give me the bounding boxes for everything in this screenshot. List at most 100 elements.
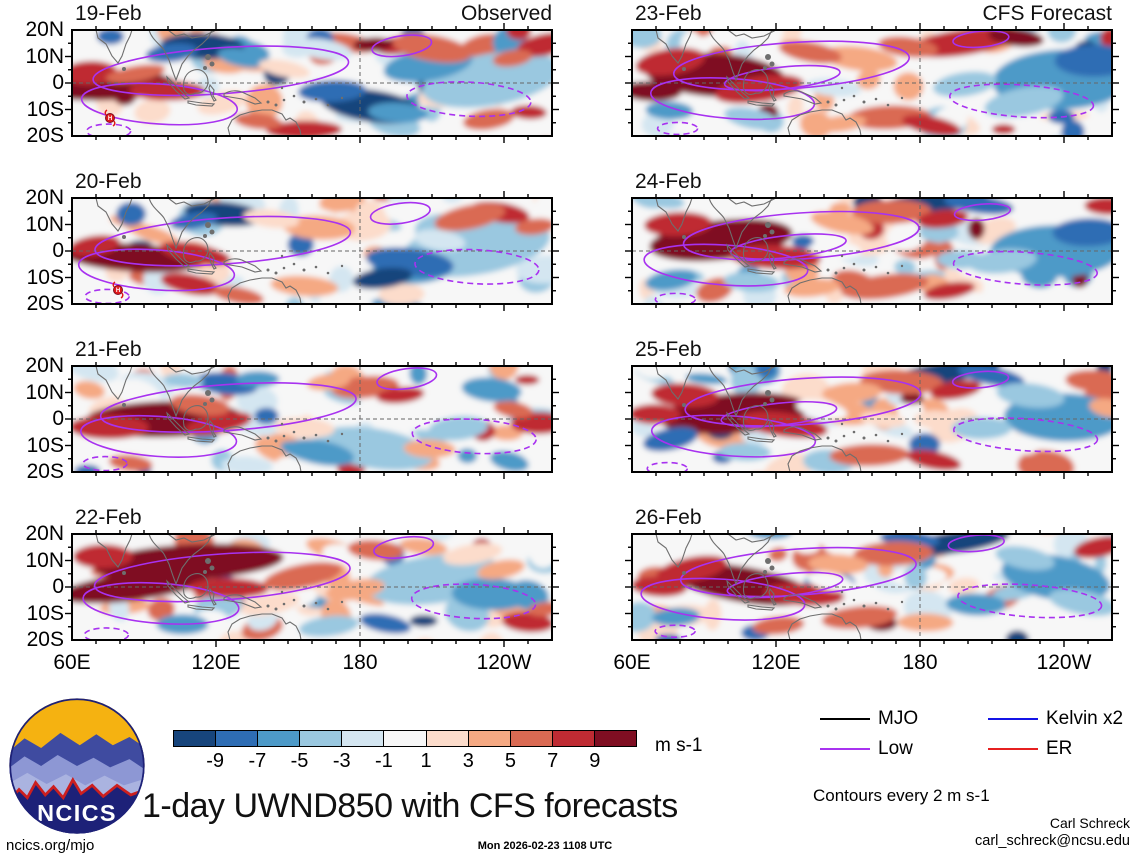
- cyclone-icon: H: [104, 109, 116, 127]
- lon-tick-label: 180: [342, 651, 378, 674]
- colorbar-cell: [384, 731, 427, 746]
- panel-date-label: 20-Feb: [75, 170, 142, 193]
- lat-tick-label: 0: [52, 71, 64, 94]
- anomaly-field: [632, 30, 1112, 136]
- colorbar-tick-label: 9: [589, 750, 601, 772]
- panel-date-label: 19-Feb: [75, 2, 142, 25]
- lat-tick-label: 10S: [26, 433, 64, 457]
- lat-tick-label: 10N: [25, 212, 64, 236]
- axis-ticks: [65, 23, 559, 143]
- legend-line-er: [988, 748, 1038, 750]
- axis-ticks: [625, 527, 1119, 647]
- lat-tick-label: 20N: [25, 522, 64, 545]
- panel-date-label: 25-Feb: [635, 338, 702, 361]
- low-filter-contours: [80, 34, 532, 136]
- panel-date-label: 22-Feb: [75, 506, 142, 529]
- low-filter-contours: [646, 370, 1099, 472]
- ncics-logo: NCICS: [9, 698, 145, 834]
- colorbar-tick-label: -7: [248, 750, 267, 772]
- map-panel-24-feb: [625, 191, 1119, 311]
- lon-tick-label: 120W: [476, 651, 532, 674]
- lat-tick-label: 20S: [26, 292, 64, 315]
- lat-tick-label: 10N: [25, 380, 64, 404]
- lat-tick-label: 10S: [26, 265, 64, 289]
- coastlines: [655, 30, 904, 136]
- lat-tick-label: 10S: [26, 97, 64, 121]
- colorbar-tick-label: -1: [375, 750, 393, 772]
- axis-ticks: [65, 191, 559, 311]
- lon-tick-label: 120E: [751, 651, 801, 674]
- coastlines: [655, 366, 904, 472]
- lon-tick-label: 120W: [1036, 651, 1092, 674]
- colorbar-cell: [552, 731, 595, 746]
- coastlines: [655, 534, 904, 640]
- map-panel-23-feb: [625, 23, 1119, 143]
- map-panel-26-feb: [625, 527, 1119, 647]
- svg-text:H: H: [116, 288, 120, 294]
- colorbar-cell: [174, 731, 217, 746]
- map-panel-20-feb: H: [65, 191, 559, 311]
- lat-tick-label: 0: [52, 239, 64, 262]
- lon-tick-label: 60E: [613, 651, 651, 674]
- coastlines: [95, 366, 344, 472]
- cyclone-icon: H: [112, 281, 124, 299]
- anomaly-field: [72, 366, 552, 472]
- colorbar-cell: [426, 731, 469, 746]
- map-panel-22-feb: [65, 527, 559, 647]
- anomaly-field: [632, 198, 1112, 304]
- coastlines: [655, 198, 904, 304]
- figure-title: 1-day UWND850 with CFS forecasts: [142, 787, 678, 825]
- lat-tick-label: 20N: [25, 186, 64, 209]
- low-filter-contours: [643, 203, 1098, 304]
- colorbar-tick-label: -9: [206, 750, 225, 772]
- lat-tick-label: 10N: [25, 44, 64, 68]
- colorbar-strip: [173, 730, 637, 747]
- legend-label: MJO: [878, 708, 919, 729]
- credit-email: carl_schreck@ncsu.edu: [975, 833, 1130, 849]
- axis-ticks: [625, 359, 1119, 479]
- colorbar-cell: [468, 731, 511, 746]
- panel-date-label: 26-Feb: [635, 506, 702, 529]
- panel-date-label: 24-Feb: [635, 170, 702, 193]
- lon-tick-label: 120E: [191, 651, 241, 674]
- colorbar-cell: [300, 731, 343, 746]
- lat-tick-label: 20S: [26, 460, 64, 483]
- colorbar-tick-label: 5: [504, 750, 517, 772]
- logo-ridgeline: [9, 777, 145, 803]
- logo-text: NCICS: [37, 800, 117, 826]
- coastlines: [95, 198, 344, 304]
- colorbar-tick-label: 1: [420, 750, 432, 772]
- coastlines: [95, 30, 344, 136]
- lat-tick-label: 20N: [25, 18, 64, 41]
- lon-tick-label: 60E: [53, 651, 91, 674]
- lat-tick-label: 0: [52, 575, 64, 598]
- right-column-title: CFS Forecast: [982, 2, 1112, 25]
- logo-rim: [9, 698, 145, 834]
- anomaly-field: [72, 534, 552, 640]
- axis-ticks: [625, 23, 1119, 143]
- lat-tick-label: 20S: [26, 628, 64, 651]
- colorbar-cell: [216, 731, 259, 746]
- legend-line-kelvin-x2: [988, 718, 1038, 720]
- lat-tick-label: 10N: [25, 548, 64, 572]
- coastlines: [95, 534, 344, 640]
- axis-ticks: [65, 527, 559, 647]
- map-panel-25-feb: [625, 359, 1119, 479]
- contour-interval-note: Contours every 2 m s-1: [813, 786, 990, 805]
- legend-label: Low: [878, 738, 913, 759]
- footer-timestamp: Mon 2026-02-23 1108 UTC: [477, 840, 613, 852]
- footer-site-url: ncics.org/mjo: [6, 837, 95, 854]
- lat-tick-label: 10S: [26, 601, 64, 625]
- credit-author: Carl Schreck: [1049, 815, 1130, 831]
- panel-date-label: 23-Feb: [635, 2, 702, 25]
- colorbar-tick-label: -3: [332, 750, 351, 772]
- legend-label: Kelvin x2: [1046, 708, 1124, 729]
- colorbar-tick-label: 3: [462, 750, 474, 772]
- svg-text:H: H: [108, 116, 112, 122]
- anomaly-field: H: [72, 198, 552, 304]
- axis-ticks: [625, 191, 1119, 311]
- colorbar-cell: [258, 731, 301, 746]
- panel-date-label: 21-Feb: [75, 338, 142, 361]
- anomaly-field: H: [72, 30, 552, 136]
